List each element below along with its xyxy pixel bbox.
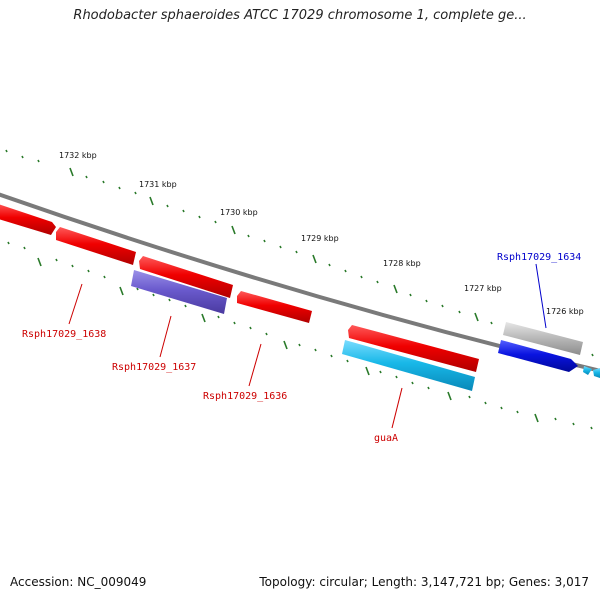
gene-label-guaa[interactable]: guaA: [374, 433, 398, 444]
gene-red-forward[interactable]: [237, 291, 312, 323]
label-leaders: [68, 263, 547, 429]
gene-cyan-reverse[interactable]: [342, 340, 475, 391]
gene-red-forward[interactable]: [348, 325, 479, 372]
ruler-labels: 1732 kbp 1731 kbp 1730 kbp 1729 kbp 1728…: [59, 151, 584, 316]
ruler-label: 1728 kbp: [383, 259, 421, 268]
ruler-label: 1730 kbp: [220, 208, 258, 217]
gene-label-rsph17029-1634[interactable]: Rsph17029_1634: [497, 252, 581, 263]
ruler-label: 1726 kbp: [546, 307, 584, 316]
gene-gray-forward[interactable]: [503, 322, 583, 355]
gene-label-rsph17029-1638[interactable]: Rsph17029_1638: [22, 329, 106, 340]
map-title: Rhodobacter sphaeroides ATCC 17029 chrom…: [73, 8, 527, 23]
reverse-strand-genes[interactable]: [131, 270, 600, 391]
ruler-label: 1729 kbp: [301, 234, 339, 243]
ruler-label: 1731 kbp: [139, 180, 177, 189]
ruler-label: 1727 kbp: [464, 284, 502, 293]
gene-blue-reverse[interactable]: [498, 340, 578, 372]
genome-summary-text: Topology: circular; Length: 3,147,721 bp…: [259, 575, 589, 589]
gene-cyan-small[interactable]: [593, 368, 600, 378]
ruler-label: 1732 kbp: [59, 151, 97, 160]
gene-red-forward[interactable]: [56, 227, 136, 265]
accession-text: Accession: NC_009049: [10, 575, 147, 589]
gene-purple-reverse[interactable]: [131, 270, 227, 314]
outer-tick-band: [5, 149, 594, 357]
forward-strand-genes[interactable]: [0, 203, 583, 372]
gene-cyan-small[interactable]: [583, 366, 592, 375]
gene-red-forward[interactable]: [0, 203, 56, 235]
gene-red-forward[interactable]: [139, 256, 233, 298]
inner-tick-band: [7, 241, 593, 430]
gene-label-rsph17029-1636[interactable]: Rsph17029_1636: [203, 391, 287, 402]
gene-label-rsph17029-1637[interactable]: Rsph17029_1637: [112, 362, 196, 373]
gene-labels: Rsph17029_1638 Rsph17029_1637 Rsph17029_…: [22, 252, 581, 444]
